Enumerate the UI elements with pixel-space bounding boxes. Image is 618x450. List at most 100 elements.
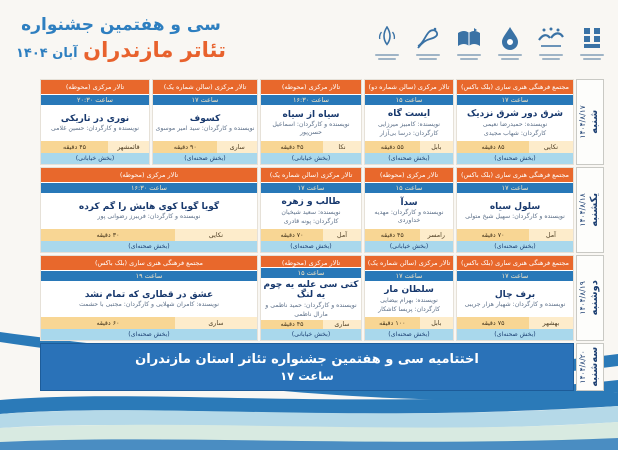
show-cell: تالار مرکزی (محوطه) ساعت ۲۰:۳۰ نوری در تار… <box>40 79 150 165</box>
credit-line: نویسنده: سعید شیخیان <box>281 208 341 216</box>
show-title: کسوف <box>189 113 221 124</box>
duration-label: ۴۵ دقیقه <box>261 319 323 329</box>
showtime-bar: ساعت ۱۵ <box>365 95 453 106</box>
showtime-bar: ساعت ۱۷ <box>153 95 257 106</box>
showtime-bar: ساعت ۱۵ <box>365 183 453 194</box>
water-waves-decoration <box>0 332 618 450</box>
show-title: سلطان مار <box>384 285 434 296</box>
meta-bar: بابل ۵۵ دقیقه <box>365 141 453 153</box>
section-label: (بخش صحنه‌ای) <box>41 241 257 252</box>
show-body: سدآ نویسنده و کارگردان: مهدیه خداوردی <box>365 194 453 229</box>
date-label: ۱۴۰۴/۸/۱۷ شنبه <box>578 105 602 138</box>
meta-bar: نکایی ۳۰ دقیقه <box>41 229 257 241</box>
meta-bar: رامسر ۴۵ دقیقه <box>365 229 453 241</box>
show-cell: تالار مرکزی (محوطه) ساعت ۱۶:۳۰ سیاه از سیا… <box>260 79 362 165</box>
credit-line: کارگردان: شهاب مجیدی <box>483 129 547 137</box>
day-name: شنبه <box>589 109 601 135</box>
section-label: (بخش خیابانی) <box>365 241 453 252</box>
show-body: کتی سی علیه یه چوم یه لنگ نویسنده و کارگر… <box>261 279 361 320</box>
city-label: بابل <box>419 317 453 329</box>
meta-bar: نکایی ۸۵ دقیقه <box>457 141 573 153</box>
section-label: (بخش صحنه‌ای) <box>457 329 573 340</box>
city-label: ساری <box>174 317 257 329</box>
meta-bar: آمل ۷۰ دقیقه <box>261 229 361 241</box>
duration-label: ۴۵ دقیقه <box>261 141 323 153</box>
meta-bar: قائمشهر ۴۵ دقیقه <box>41 141 149 153</box>
credit-line: نویسنده و کارگردان: اسماعیل حسن‌پور <box>272 121 350 137</box>
show-body: ایست گاه نویسنده: کامبیز میرزایی کارگردان:… <box>365 106 453 141</box>
section-label: (بخش صحنه‌ای) <box>41 329 257 340</box>
duration-label: ۵۵ دقیقه <box>365 141 420 153</box>
show-cell: تالار مرکزی (سالن شماره یک) ساعت ۱۷ سلطان … <box>364 255 454 341</box>
venue-header: تالار مرکزی (محوطه) <box>365 168 453 183</box>
section-label: (بخش صحنه‌ای) <box>457 153 573 164</box>
city-label: نکا <box>323 141 361 153</box>
meta-bar: نکا ۴۵ دقیقه <box>261 141 361 153</box>
date-cell: ۱۴۰۴/۸/۱۸ یکشنبه <box>576 167 604 253</box>
credit-line: کارگردان: پونه قادری <box>283 217 339 225</box>
pillars-logo <box>576 26 608 60</box>
show-body: سیاه از سیاه نویسنده و کارگردان: اسماعیل … <box>261 106 361 141</box>
showtime-bar: ساعت ۱۷ <box>365 271 453 282</box>
credit-line: نویسنده و کارگردان: حمید ناظمی و <box>265 301 357 309</box>
show-cell: مجتمع فرهنگی هنری ساری (بلک باکس) ساعت ۱۹… <box>40 255 258 341</box>
section-label: (بخش خیابانی) <box>41 153 149 164</box>
city-label: ساری <box>323 319 361 329</box>
credit-line: نویسنده: حمیدرضا نعیمی <box>482 120 548 128</box>
meta-bar: ساری ۴۵ دقیقه <box>261 319 361 329</box>
city-label: آمل <box>323 229 361 241</box>
venue-header: مجتمع فرهنگی هنری ساری (بلک باکس) <box>457 256 573 271</box>
showtime-bar: ساعت ۱۶:۳۰ <box>41 183 257 194</box>
show-cell: مجتمع فرهنگی هنری ساری (بلک باکس) ساعت ۱۷… <box>456 255 574 341</box>
venue-header: تالار مرکزی (محوطه) <box>41 80 149 95</box>
show-title: طالب و زهره <box>281 197 341 208</box>
show-title: سیاه از سیاه <box>282 109 340 120</box>
city-label: قائمشهر <box>107 141 149 153</box>
show-body: نوری در تاریکی نویسنده و کارگردان: حسین غ… <box>41 106 149 141</box>
section-label: (بخش صحنه‌ای) <box>261 241 361 252</box>
duration-label: ۱۰۰ دقیقه <box>365 317 420 329</box>
date-label: ۱۴۰۴/۸/۱۹ دوشنبه <box>578 280 602 315</box>
show-title: ایست گاه <box>387 109 431 120</box>
venue-header: تالار مرکزی (سالن شماره یک) <box>365 256 453 271</box>
city-label: رامسر <box>419 229 453 241</box>
showtime-bar: ساعت ۱۷ <box>457 271 573 282</box>
duration-label: ۸۵ دقیقه <box>457 141 529 153</box>
credit-line: نویسنده و کارگردان: شهیار هزار جریبی <box>464 301 566 309</box>
festival-title: سی و هفتمین جشنواره تئاتر مازندران آبان … <box>10 15 226 63</box>
closing-banner: اختتامیه سی و هفتمین جشنواره تئاتر استان… <box>40 343 574 391</box>
credit-line: نویسنده و کارگردان: حسین غلامی <box>51 125 139 133</box>
day-name: یکشنبه <box>589 193 601 227</box>
showtime-bar: ساعت ۱۶:۳۰ <box>261 95 361 106</box>
show-title: نوری در تاریکی <box>60 113 130 124</box>
venue-header: تالار مرکزی (سالن شماره دو) <box>365 80 453 95</box>
meta-bar: بابل ۱۰۰ دقیقه <box>365 317 453 329</box>
show-cell: تالار مرکزی (سالن شماره یک) ساعت ۱۷ کسوف نو… <box>152 79 258 165</box>
showtime-bar: ساعت ۱۹ <box>41 271 257 282</box>
section-label: (بخش صحنه‌ای) <box>365 329 453 340</box>
venue-header: تالار مرکزی (محوطه) <box>261 256 361 268</box>
showtime-bar: ساعت ۱۷ <box>457 95 573 106</box>
duration-label: ۷۵ دقیقه <box>457 317 529 329</box>
duration-label: ۹۰ دقیقه <box>153 141 218 153</box>
duration-label: ۷۰ دقیقه <box>457 229 529 241</box>
festival-title-line2: تئاتر مازندران آبان ۱۴۰۴ <box>16 37 226 63</box>
section-label: (بخش صحنه‌ای) <box>365 153 453 164</box>
show-cell: تالار مرکزی (سالن شماره یک) ساعت ۱۷ طالب و… <box>260 167 362 253</box>
venue-header: مجتمع فرهنگی هنری ساری (بلک باکس) <box>41 256 257 271</box>
show-cell: مجتمع فرهنگی هنری ساری (بلک باکس) ساعت ۱۷… <box>456 167 574 253</box>
date-label: ۱۴۰۴/۸/۲۰ سه‌شنبه <box>578 347 602 387</box>
section-label: (بخش صحنه‌ای) <box>153 153 257 164</box>
duration-label: ۴۵ دقیقه <box>365 229 420 241</box>
date-cell: ۱۴۰۴/۸/۱۹ دوشنبه <box>576 255 604 341</box>
day-name: دوشنبه <box>589 280 601 316</box>
closing-line1: اختتامیه سی و هفتمین جشنواره تئاتر استان… <box>135 351 479 367</box>
venue-header: مجتمع فرهنگی هنری ساری (بلک باکس) <box>457 80 573 95</box>
festival-title-line1: سی و هفتمین جشنواره <box>21 15 221 36</box>
iran-emblem-logo <box>371 26 403 60</box>
city-label: ساری <box>217 141 257 153</box>
show-cell: تالار مرکزی (محوطه) ساعت ۱۵ کتی سی علیه یه… <box>260 255 362 341</box>
show-title: سدآ <box>400 197 418 208</box>
city-label: نکایی <box>174 229 257 241</box>
